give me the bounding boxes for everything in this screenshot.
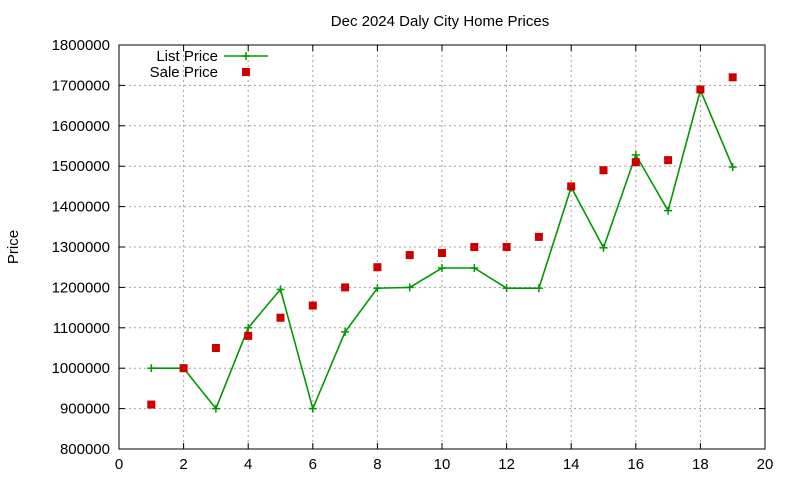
y-tick-label: 1100000 — [53, 320, 110, 337]
list-price-point — [664, 206, 673, 215]
axis-ticks: 0 2 4 6 8 10 12 14 16 18 20 800000 900000 1000000 1100… — [52, 37, 774, 473]
series-sale-price — [147, 73, 737, 409]
y-tick-label: 1000000 — [52, 360, 110, 377]
y-axis-label: Price — [5, 230, 22, 264]
y-tick-label: 1800000 — [52, 37, 110, 54]
list-price-point — [276, 285, 285, 294]
x-tick-label: 2 — [179, 456, 187, 473]
y-tick-label: 800000 — [60, 441, 110, 458]
list-price-point — [599, 243, 608, 252]
x-tick-label: 20 — [757, 456, 774, 473]
legend-label: List Price — [156, 48, 218, 65]
legend-label: Sale Price — [150, 64, 218, 81]
sale-price-point — [631, 158, 640, 167]
legend-plus-marker — [242, 52, 250, 60]
sale-price-point — [696, 85, 705, 94]
list-price-point — [405, 283, 414, 292]
x-tick-label: 8 — [373, 456, 381, 473]
list-price-point — [470, 264, 479, 273]
sale-price-point — [438, 249, 446, 258]
y-tick-label: 1600000 — [52, 118, 110, 135]
sale-price-point — [373, 263, 382, 272]
sale-price-point — [341, 283, 350, 292]
y-tick-label: 1500000 — [52, 158, 110, 175]
sale-price-point — [567, 182, 576, 191]
sale-price-point — [728, 73, 737, 82]
x-tick-label: 16 — [627, 456, 644, 473]
x-tick-label: 6 — [309, 456, 317, 473]
list-price-point — [211, 404, 220, 413]
list-price-point — [728, 163, 737, 172]
list-price-point — [502, 284, 511, 293]
x-tick-label: 14 — [563, 456, 580, 473]
sale-price-point — [405, 251, 414, 260]
list-price-point — [308, 404, 317, 413]
sale-price-point — [664, 156, 673, 165]
list-price-point — [373, 284, 382, 293]
series — [147, 73, 737, 413]
sale-price-point — [502, 243, 511, 251]
list-price-point — [438, 264, 446, 273]
sale-price-point — [147, 400, 156, 409]
x-tick-label: 12 — [498, 456, 515, 473]
x-tick-label: 4 — [244, 456, 252, 473]
list-price-point — [631, 150, 640, 159]
sale-price-point — [179, 364, 188, 373]
chart-title: Dec 2024 Daly City Home Prices — [331, 13, 549, 30]
y-tick-label: 900000 — [60, 401, 110, 418]
sale-price-point — [534, 232, 543, 241]
grid — [119, 45, 765, 449]
y-tick-label: 1200000 — [52, 279, 110, 296]
sale-price-point — [470, 243, 479, 251]
y-tick-label: 1400000 — [52, 199, 110, 216]
legend-square-marker — [242, 68, 250, 76]
list-price-point — [147, 364, 156, 373]
y-tick-label: 1300000 — [52, 239, 110, 256]
x-tick-label: 10 — [434, 456, 451, 473]
sale-price-point — [308, 301, 317, 310]
sale-price-point — [599, 166, 608, 175]
y-tick-label: 1700000 — [52, 77, 110, 94]
sale-price-point — [211, 344, 220, 352]
list-price-point — [341, 327, 350, 336]
sale-price-point — [244, 331, 253, 340]
x-tick-label: 18 — [692, 456, 709, 473]
x-tick-label: 0 — [115, 456, 123, 473]
series-list-price — [147, 86, 737, 413]
list-price-point — [534, 284, 543, 293]
sale-price-point — [276, 313, 285, 322]
list-price-point — [244, 323, 253, 332]
